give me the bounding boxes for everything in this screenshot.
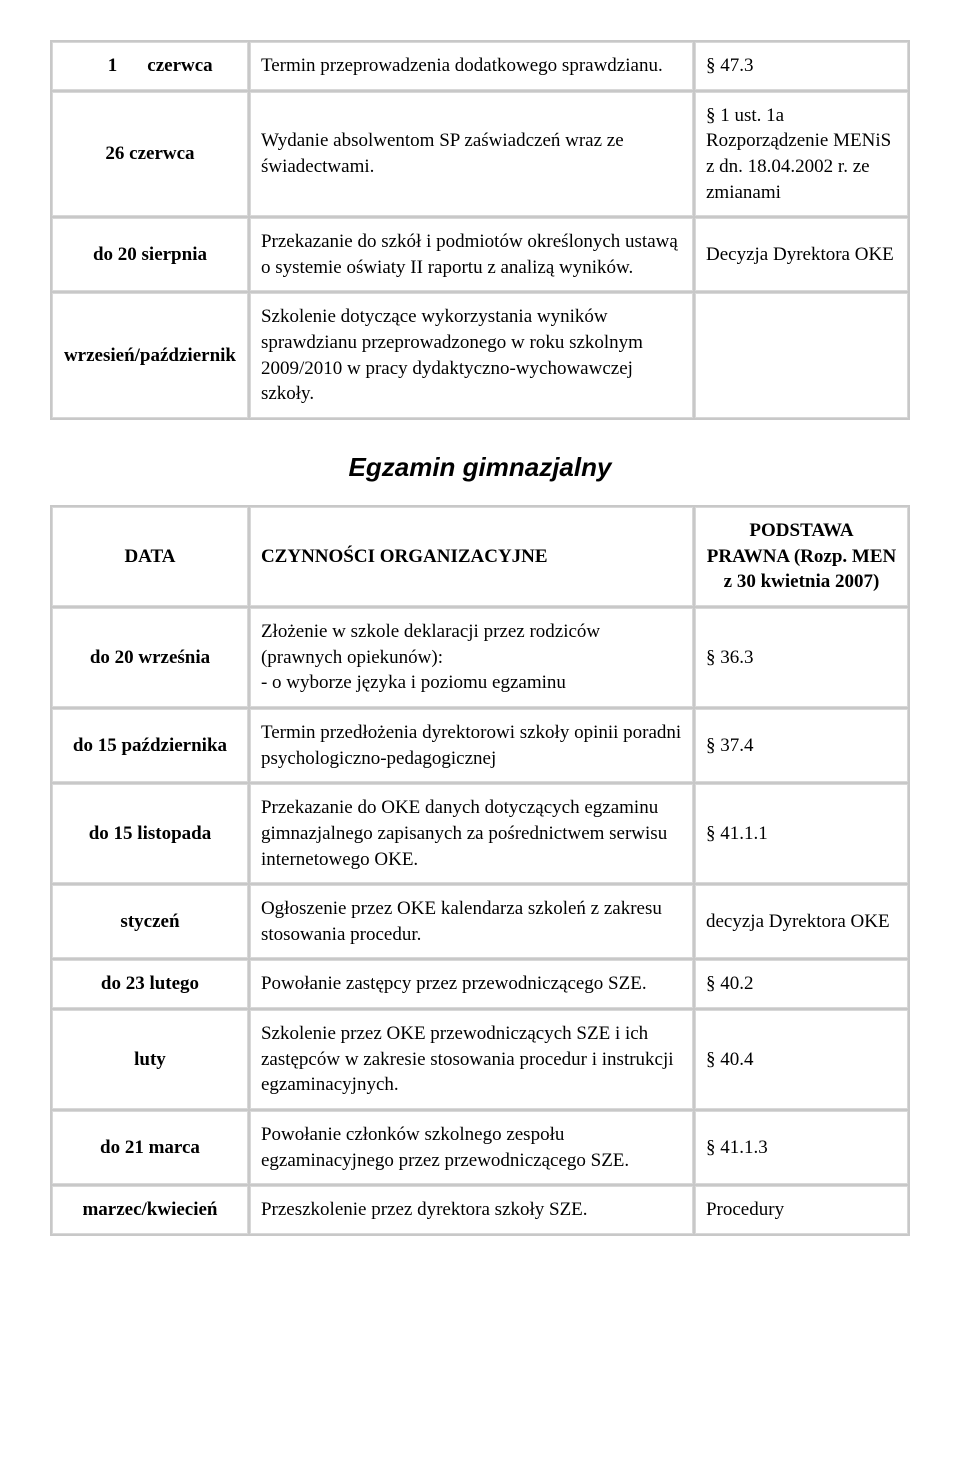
header-ref: PODSTAWA PRAWNA (Rozp. MEN z 30 kwietnia… xyxy=(695,507,908,606)
table-row: do 15 października Termin przedłożenia d… xyxy=(52,709,908,782)
table-row: 1 czerwca Termin przeprowadzenia dodatko… xyxy=(52,42,908,90)
table-row: luty Szkolenie przez OKE przewodniczącyc… xyxy=(52,1010,908,1109)
activity-cell: Termin przedłożenia dyrektorowi szkoły o… xyxy=(250,709,693,782)
table-header-row: DATA CZYNNOŚCI ORGANIZACYJNE PODSTAWA PR… xyxy=(52,507,908,606)
ref-cell: Procedury xyxy=(695,1186,908,1234)
section-title: Egzamin gimnazjalny xyxy=(50,450,910,485)
activity-cell: Szkolenie przez OKE przewodniczących SZE… xyxy=(250,1010,693,1109)
activity-cell: Termin przeprowadzenia dodatkowego spraw… xyxy=(250,42,693,90)
ref-cell: Decyzja Dyrektora OKE xyxy=(695,218,908,291)
activity-cell: Złożenie w szkole deklaracji przez rodzi… xyxy=(250,608,693,707)
date-cell: do 23 lutego xyxy=(52,960,248,1008)
date-number: 1 xyxy=(87,53,117,79)
date-cell: do 15 listopada xyxy=(52,784,248,883)
activity-cell: Powołanie zastępcy przez przewodnicząceg… xyxy=(250,960,693,1008)
date-cell: styczeń xyxy=(52,885,248,958)
ref-cell: § 47.3 xyxy=(695,42,908,90)
date-cell: do 15 października xyxy=(52,709,248,782)
date-cell: luty xyxy=(52,1010,248,1109)
activity-cell: Przeszkolenie przez dyrektora szkoły SZE… xyxy=(250,1186,693,1234)
activity-cell: Szkolenie dotyczące wykorzystania wynikó… xyxy=(250,293,693,418)
date-cell: marzec/kwiecień xyxy=(52,1186,248,1234)
activity-cell: Wydanie absolwentom SP zaświadczeń wraz … xyxy=(250,92,693,217)
activity-cell: Powołanie członków szkolnego zespołu egz… xyxy=(250,1111,693,1184)
table-row: do 23 lutego Powołanie zastępcy przez pr… xyxy=(52,960,908,1008)
table-row: wrzesień/październik Szkolenie dotyczące… xyxy=(52,293,908,418)
date-cell: do 21 marca xyxy=(52,1111,248,1184)
activity-cell: Ogłoszenie przez OKE kalendarza szkoleń … xyxy=(250,885,693,958)
header-date: DATA xyxy=(52,507,248,606)
ref-cell: § 37.4 xyxy=(695,709,908,782)
table-row: do 20 września Złożenie w szkole deklara… xyxy=(52,608,908,707)
ref-cell xyxy=(695,293,908,418)
date-cell: do 20 września xyxy=(52,608,248,707)
date-cell: do 20 sierpnia xyxy=(52,218,248,291)
date-cell: wrzesień/październik xyxy=(52,293,248,418)
date-cell: 1 czerwca xyxy=(52,42,248,90)
ref-cell: § 40.4 xyxy=(695,1010,908,1109)
table-row: marzec/kwiecień Przeszkolenie przez dyre… xyxy=(52,1186,908,1234)
activity-cell: Przekazanie do OKE danych dotyczących eg… xyxy=(250,784,693,883)
date-month: czerwca xyxy=(147,53,212,79)
date-cell: 26 czerwca xyxy=(52,92,248,217)
header-activity: CZYNNOŚCI ORGANIZACYJNE xyxy=(250,507,693,606)
ref-cell: § 40.2 xyxy=(695,960,908,1008)
ref-cell: § 41.1.1 xyxy=(695,784,908,883)
table-row: styczeń Ogłoszenie przez OKE kalendarza … xyxy=(52,885,908,958)
ref-cell: § 36.3 xyxy=(695,608,908,707)
activity-cell: Przekazanie do szkół i podmiotów określo… xyxy=(250,218,693,291)
ref-cell: decyzja Dyrektora OKE xyxy=(695,885,908,958)
ref-cell: § 41.1.3 xyxy=(695,1111,908,1184)
top-schedule-table: 1 czerwca Termin przeprowadzenia dodatko… xyxy=(50,40,910,420)
table-row: 26 czerwca Wydanie absolwentom SP zaświa… xyxy=(52,92,908,217)
table-row: do 21 marca Powołanie członków szkolnego… xyxy=(52,1111,908,1184)
ref-cell: § 1 ust. 1a Rozporządzenie MENiS z dn. 1… xyxy=(695,92,908,217)
gimnazjalny-table: DATA CZYNNOŚCI ORGANIZACYJNE PODSTAWA PR… xyxy=(50,505,910,1236)
table-row: do 15 listopada Przekazanie do OKE danyc… xyxy=(52,784,908,883)
table-row: do 20 sierpnia Przekazanie do szkół i po… xyxy=(52,218,908,291)
